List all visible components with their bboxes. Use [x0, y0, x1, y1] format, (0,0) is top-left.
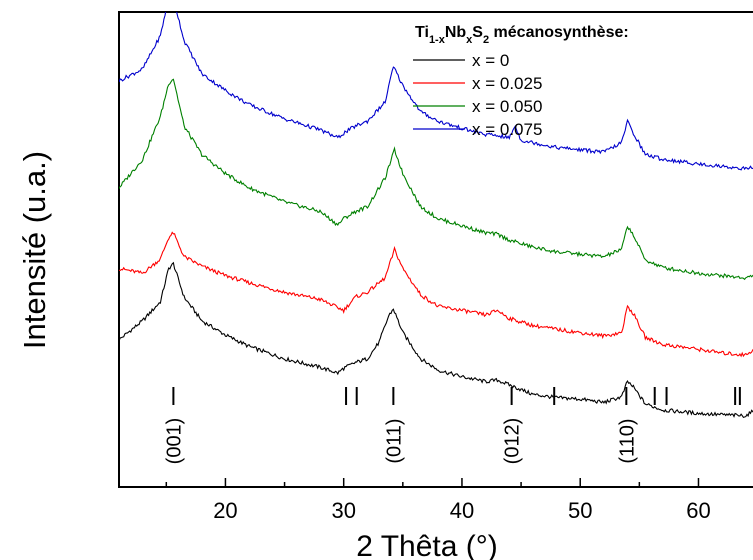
legend-title: Ti1-xNbxS2 mécanosynthèse:: [415, 24, 629, 46]
x-tick-label-40: 40: [450, 498, 474, 523]
legend: Ti1-xNbxS2 mécanosynthèse: x = 0 x = 0.025…: [413, 24, 629, 139]
x-tick-label-50: 50: [568, 498, 592, 523]
x-tick-label-20: 20: [213, 498, 237, 523]
series-layer: [119, 12, 753, 419]
x-tick-label-60: 60: [686, 498, 710, 523]
plane-label-4: (110): [616, 418, 638, 463]
plane-label-2: (011): [383, 418, 405, 463]
plane-label-3: (012): [502, 418, 524, 465]
series-line-4: [119, 12, 753, 171]
series-line-3: [119, 78, 753, 281]
x-axis: 20 30 40 50 60: [165, 478, 711, 523]
plot-frame: [118, 11, 753, 488]
legend-label-4: x = 0.075: [472, 120, 542, 139]
x-axis-title: 2 Thêta (°): [356, 530, 498, 560]
legend-label-3: x = 0.050: [472, 97, 542, 116]
series-line-1: [119, 261, 753, 419]
x-tick-label-30: 30: [331, 498, 355, 523]
reference-ticks: (001) (011) (012) (110): [163, 387, 741, 465]
series-line-2: [119, 231, 753, 358]
plane-label-1: (001): [163, 418, 185, 465]
legend-label-1: x = 0: [472, 51, 509, 70]
legend-label-2: x = 0.025: [472, 74, 542, 93]
y-axis-title: Intensité (u.a.): [17, 151, 52, 349]
